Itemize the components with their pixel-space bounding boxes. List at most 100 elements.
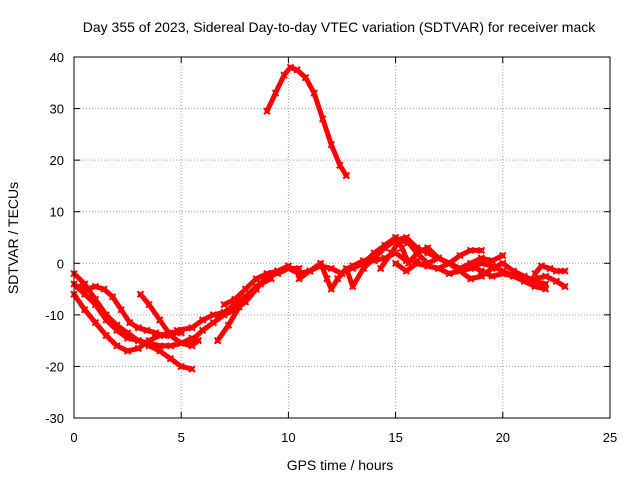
data-point — [552, 267, 561, 275]
data-point — [541, 272, 550, 280]
data-point — [271, 89, 280, 97]
y-axis-label: SDTVAR / TECUs — [5, 182, 21, 294]
data-point — [477, 272, 486, 280]
data-point — [466, 275, 475, 283]
y-tick-label: 30 — [50, 102, 64, 117]
y-tick-label: -20 — [45, 359, 64, 374]
data-point — [424, 244, 432, 252]
data-point — [224, 321, 233, 329]
data-point — [359, 259, 368, 267]
data-point — [318, 115, 327, 123]
data-point — [91, 282, 100, 291]
data-point — [156, 316, 164, 324]
data-point — [537, 262, 546, 270]
data-point — [546, 264, 554, 273]
data-point — [231, 295, 239, 304]
data-point — [145, 300, 153, 309]
y-tick-label: 40 — [50, 50, 64, 65]
data-point — [509, 272, 518, 280]
data-point — [336, 161, 344, 170]
data-point — [143, 326, 151, 335]
y-tick-label: -10 — [45, 308, 64, 323]
data-point — [188, 324, 196, 332]
data-point — [220, 300, 228, 309]
data-point — [342, 264, 350, 273]
data-point — [166, 342, 175, 350]
y-tick-label: -30 — [45, 411, 64, 426]
data-point — [445, 259, 453, 267]
y-tick-label: 20 — [50, 153, 64, 168]
data-point — [488, 262, 496, 270]
data-point — [499, 251, 507, 260]
data-point — [81, 305, 89, 314]
data-point — [151, 329, 160, 337]
data-point — [134, 344, 143, 353]
x-tick-label: 25 — [603, 430, 617, 445]
data-point — [166, 354, 175, 363]
data-point — [209, 311, 218, 319]
y-tick-label: 0 — [57, 256, 64, 271]
data-point — [188, 336, 196, 345]
series-arc-16 — [434, 254, 569, 291]
data-point — [113, 326, 121, 335]
data-point — [220, 311, 228, 319]
data-point — [310, 89, 318, 97]
data-point — [74, 282, 82, 291]
data-point — [413, 249, 421, 257]
chart-title: Day 355 of 2023, Sidereal Day-to-day VTE… — [83, 19, 596, 35]
data-point — [381, 241, 389, 249]
x-tick-label: 0 — [70, 430, 77, 445]
data-point — [349, 282, 357, 291]
data-point — [273, 269, 282, 278]
data-point — [263, 269, 271, 278]
data-point — [252, 275, 260, 283]
data-point — [477, 246, 486, 255]
data-point — [113, 342, 121, 350]
data-point — [561, 267, 569, 275]
data-point — [434, 264, 443, 273]
data-point — [160, 331, 168, 340]
data-point — [301, 73, 310, 82]
data-point — [531, 269, 539, 278]
data-point — [102, 331, 110, 340]
data-point — [280, 71, 288, 79]
data-point — [188, 365, 196, 373]
data-point — [108, 293, 117, 301]
data-point — [561, 282, 569, 291]
series-arc-17 — [531, 262, 569, 278]
data-point — [327, 264, 335, 273]
series-arc-4 — [74, 282, 185, 340]
data-point — [293, 66, 301, 74]
data-point — [349, 264, 357, 273]
series-arc-high — [263, 63, 350, 180]
data-point — [126, 318, 134, 327]
data-point — [434, 254, 443, 262]
data-point — [81, 290, 89, 298]
data-point — [424, 262, 432, 270]
data-point — [100, 285, 108, 293]
data-point — [387, 249, 396, 257]
data-point — [235, 303, 243, 311]
data-point — [145, 336, 153, 345]
data-point — [520, 275, 528, 283]
data-point — [123, 334, 132, 342]
data-point — [241, 285, 250, 293]
data-point — [398, 244, 406, 252]
data-point — [134, 336, 143, 345]
data-point — [404, 238, 413, 247]
data-point — [306, 267, 314, 275]
data-point — [391, 259, 400, 267]
data-point — [499, 259, 507, 267]
data-point — [263, 107, 271, 115]
data-point — [413, 259, 421, 267]
data-point — [134, 324, 143, 332]
data-point — [456, 267, 464, 275]
data-point — [284, 264, 293, 273]
x-tick-label: 5 — [178, 430, 185, 445]
data-point — [117, 305, 125, 314]
data-point — [466, 246, 475, 255]
data-point — [198, 316, 207, 324]
data-point — [156, 342, 164, 350]
data-point — [166, 331, 175, 340]
